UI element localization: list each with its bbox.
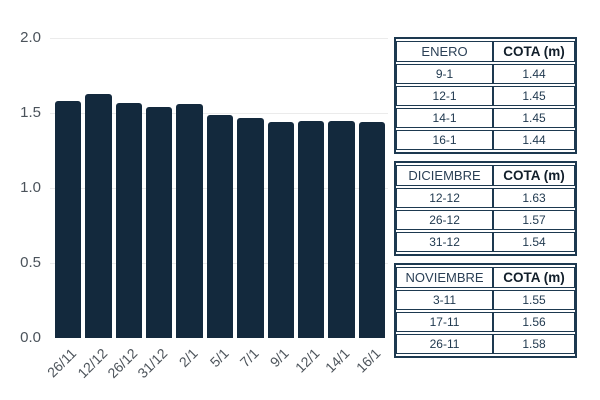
- date-cell: 12-1: [396, 86, 494, 106]
- date-cell: 3-11: [396, 290, 494, 310]
- table-row: 17-11 1.56: [396, 312, 575, 332]
- date-cell: 12-12: [396, 188, 494, 208]
- bar-column: 26/12: [104, 38, 143, 381]
- date-cell: 16-1: [396, 130, 494, 150]
- bar-column: 7/1: [237, 38, 264, 370]
- table-row: 12-1 1.45: [396, 86, 575, 106]
- bar: [328, 120, 355, 338]
- value-cell: 1.45: [493, 108, 575, 128]
- gridline: [50, 113, 388, 114]
- bar-column: 31/12: [134, 38, 173, 381]
- bar: [297, 120, 325, 338]
- value-cell: 1.57: [493, 210, 575, 230]
- table-row: 26-12 1.57: [396, 210, 575, 230]
- table-row: 12-12 1.63: [396, 188, 575, 208]
- x-tick-label: 14/1: [322, 345, 353, 376]
- value-cell: 1.45: [493, 86, 575, 106]
- bar: [85, 93, 112, 338]
- x-tick-label: 26/11: [44, 345, 80, 381]
- cota-tables: ENERO COTA (m) 9-1 1.44 12-1 1.45 14-1 1.45 16-1…: [394, 37, 577, 358]
- value-cell: 1.63: [493, 188, 575, 208]
- cota-header: COTA (m): [493, 165, 575, 186]
- date-cell: 14-1: [396, 108, 494, 128]
- bar-column: 14/1: [322, 38, 355, 376]
- bar-column: 12/12: [74, 38, 112, 381]
- value-cell: 1.44: [493, 130, 575, 150]
- month-header: NOVIEMBRE: [396, 267, 494, 288]
- y-tick-label: 1.5: [20, 104, 41, 122]
- table-row: 16-1 1.44: [396, 130, 575, 150]
- value-cell: 1.56: [493, 312, 575, 332]
- x-tick-label: 16/1: [352, 345, 384, 376]
- x-tick-label: 2/1: [175, 345, 201, 371]
- table-row: 26-11 1.58: [396, 334, 575, 354]
- bar-column: 12/1: [292, 38, 325, 376]
- cota-table-diciembre: DICIEMBRE COTA (m) 12-12 1.63 26-12 1.57 31-12…: [394, 161, 577, 256]
- cota-header: COTA (m): [493, 267, 575, 288]
- bar: [176, 104, 203, 338]
- y-tick-label: 0.5: [20, 254, 41, 272]
- bar-column: 16/1: [353, 38, 385, 376]
- date-cell: 26-11: [396, 334, 494, 354]
- x-tick-label: 5/1: [206, 345, 232, 371]
- cota-table-noviembre: NOVIEMBRE COTA (m) 3-11 1.55 17-11 1.56 26-11 1…: [394, 263, 577, 358]
- gridline: [50, 38, 388, 39]
- x-tick-label: 7/1: [236, 345, 262, 371]
- date-cell: 26-12: [396, 210, 494, 230]
- cota-table-enero: ENERO COTA (m) 9-1 1.44 12-1 1.45 14-1 1.45 16-1…: [394, 37, 577, 154]
- bar: [55, 101, 82, 338]
- date-cell: 17-11: [396, 312, 494, 332]
- bar-column: 2/1: [176, 38, 203, 370]
- value-cell: 1.58: [493, 334, 575, 354]
- x-tick-label: 26/12: [104, 345, 141, 382]
- table-row: 3-11 1.55: [396, 290, 575, 310]
- y-tick-label: 0.0: [20, 329, 41, 347]
- bar: [206, 114, 234, 338]
- bar-column: 5/1: [206, 38, 234, 370]
- date-cell: 9-1: [396, 64, 494, 84]
- cota-header: COTA (m): [493, 41, 575, 62]
- value-cell: 1.44: [493, 64, 575, 84]
- table-row: 31-12 1.54: [396, 232, 575, 252]
- date-cell: 31-12: [396, 232, 494, 252]
- month-header: DICIEMBRE: [396, 165, 494, 186]
- bar-series: 26/11 12/12 26/12 31/12 2/1 5/1 7/1 9/1 12/1 14/1…: [44, 38, 388, 381]
- x-tick-label: 31/12: [134, 345, 171, 382]
- value-cell: 1.55: [493, 290, 575, 310]
- bar: [237, 117, 264, 338]
- x-tick-label: 12/12: [73, 345, 110, 382]
- y-tick-label: 2.0: [20, 29, 41, 47]
- x-tick-label: 12/1: [291, 345, 323, 376]
- table-row: 9-1 1.44: [396, 64, 575, 84]
- y-tick-label: 1.0: [20, 179, 41, 197]
- bar-column: 9/1: [267, 38, 294, 370]
- bar: [267, 122, 294, 338]
- month-header: ENERO: [396, 41, 494, 62]
- value-cell: 1.54: [493, 232, 575, 252]
- x-tick-label: 9/1: [266, 345, 293, 371]
- table-row: 14-1 1.45: [396, 108, 575, 128]
- bar: [358, 122, 385, 338]
- bar: [146, 107, 173, 338]
- bar-chart-plot-area: 0.0 0.5 1.0 1.5 2.0 26/11 12/12 26/12 31/12 2/1 5…: [20, 29, 388, 381]
- bar-column: 26/11: [44, 38, 82, 380]
- bar: [115, 102, 143, 338]
